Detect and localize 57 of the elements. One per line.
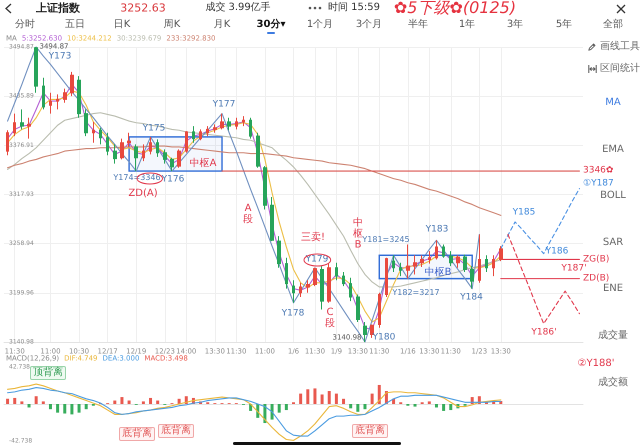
text: 成交 3.99亿手 <box>205 2 271 13</box>
annotation: ②Y188' <box>578 358 614 369</box>
annotation: Y178 <box>282 308 304 318</box>
text: SAR <box>602 237 624 248</box>
annotation: Y187' <box>561 264 587 274</box>
annotation: 底背离 <box>158 424 194 438</box>
annotation: 中枢B <box>424 266 452 278</box>
annotation: Y182=3217 <box>392 288 440 297</box>
text: 时间 15:59 <box>328 2 380 13</box>
annotation: 底背离 <box>119 427 155 441</box>
text: ENE <box>602 283 624 294</box>
annotation: 顶背离 <box>30 366 66 380</box>
annotation: A段 <box>243 203 253 225</box>
text: 5年 <box>556 19 572 30</box>
text: EMA <box>602 144 624 155</box>
annotation: ZD(B) <box>583 273 610 284</box>
text: 五日 <box>65 19 85 30</box>
text: 成交量 <box>598 330 628 341</box>
annotation: 3346✿ <box>583 166 614 176</box>
annotation: Y180 <box>372 332 396 343</box>
annotation: Y186' <box>531 328 557 338</box>
annotation: Y184 <box>460 292 483 302</box>
annotation: Y177 <box>212 100 236 110</box>
text: 3252.63 <box>120 2 166 14</box>
text: 3年 <box>506 19 524 30</box>
annotation: Y185 <box>512 208 536 218</box>
text: 月K <box>214 19 230 30</box>
annotation: 中枢B <box>353 218 363 250</box>
text: 1年 <box>458 19 476 30</box>
text: 区间统计 <box>600 63 640 74</box>
text: 全部 <box>603 19 623 30</box>
text: 画线工具 <box>600 41 640 52</box>
annotation: 底背离 <box>352 424 388 438</box>
annotation: C段 <box>325 307 335 329</box>
text: 日K <box>114 19 130 30</box>
annotation: ①Y187 <box>583 178 614 189</box>
text: 成交额 <box>598 377 628 388</box>
annotation: ZD(A) <box>128 188 158 199</box>
text: 3个月 <box>356 19 382 30</box>
annotation: Y181=3245 <box>362 235 410 244</box>
text: 1个月 <box>306 19 334 30</box>
annotation: Y176 <box>162 174 184 184</box>
text: MA <box>605 97 621 108</box>
text: 30分▾ <box>256 19 286 30</box>
annotation: ZG(B) <box>583 254 610 264</box>
text: 分时 <box>15 19 35 30</box>
annotation: 中枢A <box>190 158 216 169</box>
annotation: 三卖! <box>300 232 326 243</box>
chart-subtitle: ✿5下级✿(0125) <box>394 0 516 17</box>
annotation: Y175 <box>142 123 166 134</box>
chart-title: 上证指数 <box>36 2 80 14</box>
annotation: Y183 <box>426 224 448 234</box>
text: 半年 <box>408 19 428 30</box>
text: 周K <box>164 19 180 30</box>
annotation: Y186 <box>546 246 568 256</box>
annotation: Y173 <box>48 52 72 62</box>
text: BOLL <box>600 190 626 201</box>
